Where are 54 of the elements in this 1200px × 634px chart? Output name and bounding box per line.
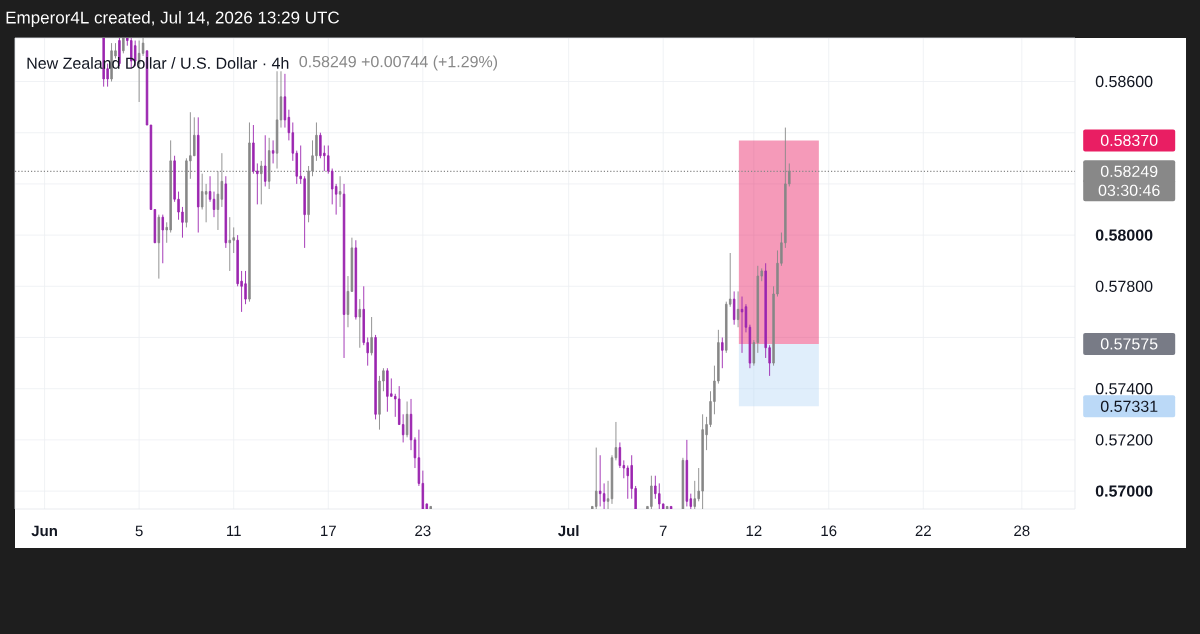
candlestick	[228, 216, 231, 272]
candlestick	[197, 116, 200, 233]
y-tick-label: 0.57000	[1095, 485, 1153, 497]
candlestick	[212, 191, 216, 218]
candlestick	[732, 290, 736, 326]
candlestick	[598, 454, 602, 507]
y-tick-label: 0.57400	[1095, 383, 1153, 395]
candlestick	[354, 239, 358, 321]
candlestick	[260, 160, 263, 205]
candlestick	[650, 475, 653, 509]
candlestick	[161, 214, 165, 264]
candlestick	[338, 175, 342, 208]
x-tick-label: 17	[321, 525, 336, 536]
x-tick-label: 5	[135, 525, 143, 537]
candlestick	[263, 134, 267, 187]
x-tick-label: Jun	[31, 525, 57, 537]
candlestick	[374, 334, 377, 420]
x-tick-label: 23	[415, 525, 431, 537]
candlestick	[405, 401, 409, 438]
text: 03:30:46	[1098, 184, 1160, 197]
x-tick-label: 16	[821, 525, 837, 537]
candlestick	[370, 316, 373, 356]
candlestick	[386, 367, 389, 413]
candlestick	[157, 214, 161, 280]
text: 0.58370	[1100, 134, 1158, 147]
x-tick-label: 11	[227, 525, 241, 536]
y-tick-label: 0.57800	[1095, 280, 1153, 292]
text: Emperor4L created, Jul 14, 2026 13:29 UTC	[6, 11, 340, 27]
y-tick-label: 0.57200	[1095, 434, 1153, 446]
candlestick	[271, 139, 275, 164]
text: 0.58249 +0.00744 (+1.29%)	[299, 55, 498, 71]
candlestick	[721, 337, 724, 369]
y-tick-label: 0.58000	[1095, 229, 1153, 241]
y-tick-label: 0.58600	[1095, 75, 1153, 88]
candlestick	[208, 175, 212, 203]
candlestick	[685, 439, 689, 507]
x-tick-label: 7	[659, 525, 667, 536]
candlestick	[342, 183, 346, 359]
candlestick	[740, 296, 744, 354]
candlestick	[429, 505, 432, 509]
ref-line-label: 0.58249	[1100, 165, 1158, 178]
text: 0.57331	[1100, 400, 1158, 413]
candlestick	[224, 175, 228, 249]
candlestick	[358, 298, 362, 349]
text: 0.57575	[1100, 338, 1158, 350]
x-tick-label: Jul	[558, 525, 579, 537]
x-tick-label: 22	[915, 525, 931, 536]
candlestick	[736, 290, 740, 328]
candlestick	[122, 37, 125, 54]
candlestick	[409, 398, 413, 451]
x-tick-label: 12	[746, 525, 762, 536]
candlestick	[279, 70, 283, 129]
x-tick-label: 28	[1014, 525, 1030, 537]
candlestick	[275, 70, 279, 169]
